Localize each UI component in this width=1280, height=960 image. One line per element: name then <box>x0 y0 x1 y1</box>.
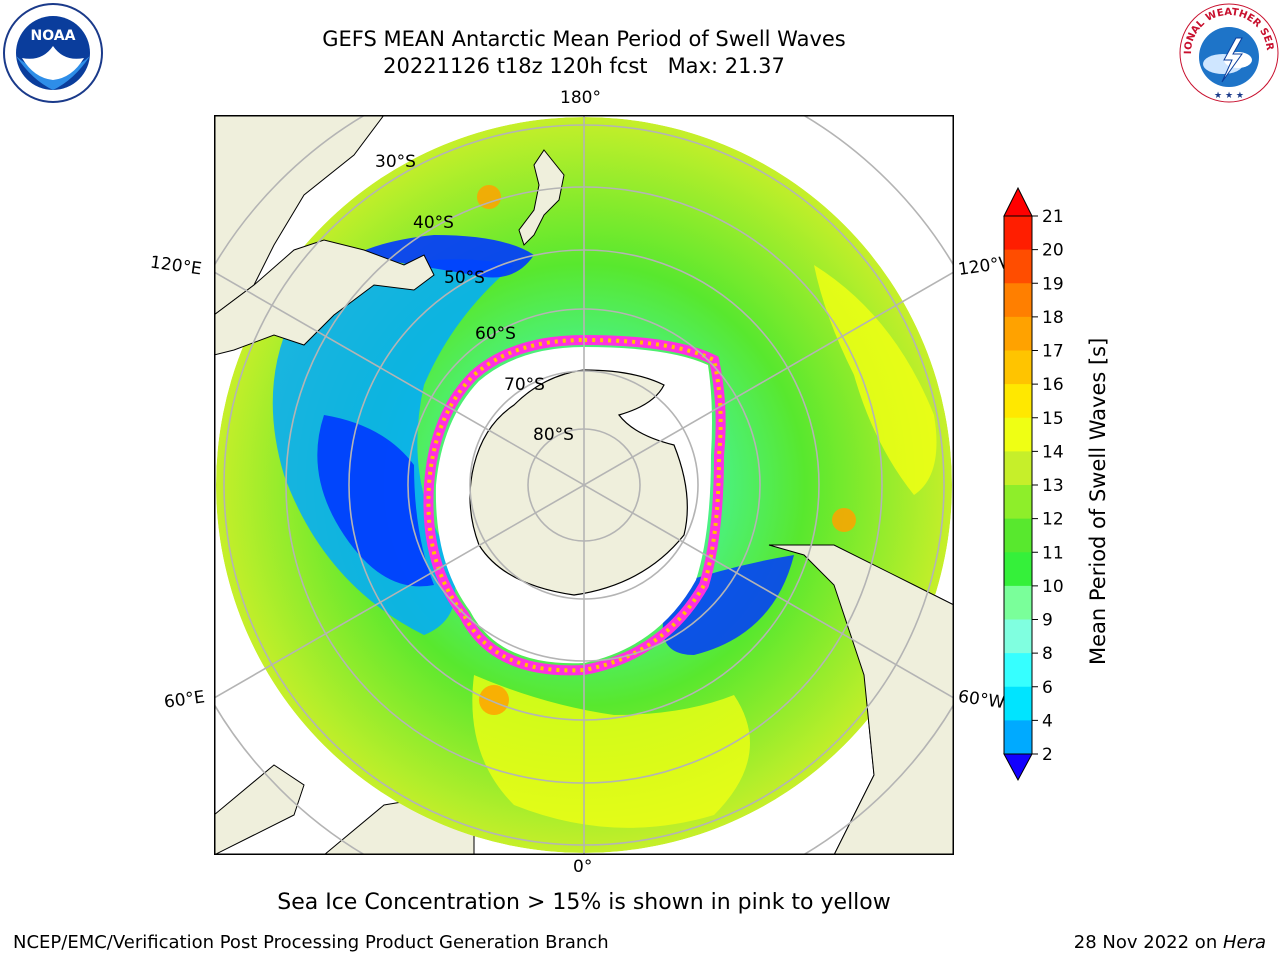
footer-date-text: 28 Nov 2022 on <box>1073 932 1223 953</box>
colorbar-tick-label: 9 <box>1042 611 1053 631</box>
colorbar-swatch <box>1004 249 1032 284</box>
colorbar-swatch <box>1004 686 1032 721</box>
polar-map <box>214 115 954 855</box>
lat-label-70s: 70°S <box>504 375 545 395</box>
lon-label-180: 180° <box>560 88 601 108</box>
colorbar-swatch <box>1004 384 1032 419</box>
colorbar-swatch <box>1004 485 1032 520</box>
footer-host: Hera <box>1222 932 1266 953</box>
colorbar-swatch <box>1004 417 1032 452</box>
colorbar-swatch <box>1004 619 1032 654</box>
chart-subtitle: 20221126 t18z 120h fcst Max: 21.37 <box>383 54 785 78</box>
colorbar-tick-label: 4 <box>1042 711 1053 731</box>
colorbar: 2 4 6 8 9 10 11 12 13 14 15 16 17 18 19 20 21 <box>1003 186 1064 782</box>
south-america <box>768 544 954 855</box>
new-zealand <box>518 149 565 246</box>
colorbar-swatch <box>1004 316 1032 351</box>
lon-label-120e: 120°E <box>148 252 203 280</box>
lon-label-0: 0° <box>573 857 593 877</box>
chart-title: GEFS MEAN Antarctic Mean Period of Swell… <box>322 27 846 51</box>
colorbar-label: Mean Period of Swell Waves [s] <box>1086 337 1110 665</box>
colorbar-swatch <box>1004 653 1032 688</box>
nws-logo: NATIONAL WEATHER SERVICE ★ ★ ★ <box>1178 2 1279 103</box>
map-border <box>214 115 954 855</box>
svg-text:★ ★ ★: ★ ★ ★ <box>1214 91 1244 101</box>
colorbar-swatch <box>1004 216 1032 251</box>
colorbar-tick-label: 14 <box>1042 442 1064 462</box>
lat-label-60s: 60°S <box>475 324 516 344</box>
colorbar-tick-label: 2 <box>1042 745 1053 765</box>
colorbar-tick-label: 19 <box>1042 274 1064 294</box>
colorbar-tick-label: 15 <box>1042 409 1064 429</box>
colorbar-swatch <box>1004 720 1032 755</box>
noaa-logo-text: NOAA <box>31 28 76 44</box>
sea-ice-note: Sea Ice Concentration > 15% is shown in … <box>277 890 891 915</box>
lon-label-60e: 60°E <box>162 687 207 713</box>
colorbar-tick-label: 12 <box>1042 510 1064 530</box>
colorbar-tick-label: 18 <box>1042 308 1064 328</box>
lat-label-80s: 80°S <box>533 425 574 445</box>
colorbar-tick-label: 20 <box>1042 241 1064 261</box>
colorbar-tick-label: 17 <box>1042 342 1064 362</box>
noaa-logo: NOAA <box>3 3 103 103</box>
colorbar-swatch <box>1004 283 1032 318</box>
colorbar-tick-label: 21 <box>1042 207 1064 227</box>
footer-date: 28 Nov 2022 on Hera <box>1074 932 1266 953</box>
colorbar-tick-label: 10 <box>1042 577 1064 597</box>
colorbar-swatch <box>1004 350 1032 385</box>
colorbar-max-arrow <box>1003 186 1033 217</box>
colorbar-tick-label: 11 <box>1042 543 1064 563</box>
colorbar-tick-label: 8 <box>1042 644 1053 664</box>
colorbar-min-arrow <box>1003 753 1033 782</box>
lat-label-50s: 50°S <box>444 268 485 288</box>
lat-label-30s: 30°S <box>375 152 416 172</box>
colorbar-swatch <box>1004 585 1032 620</box>
colorbar-tick-label: 13 <box>1042 476 1064 496</box>
footer-credit: NCEP/EMC/Verification Post Processing Pr… <box>13 932 609 953</box>
colorbar-tick-label: 6 <box>1042 678 1053 698</box>
colorbar-tick-label: 16 <box>1042 375 1064 395</box>
colorbar-swatch <box>1004 451 1032 486</box>
colorbar-swatch <box>1004 552 1032 587</box>
graticule <box>214 115 954 855</box>
colorbar-swatch <box>1004 518 1032 553</box>
lat-label-40s: 40°S <box>413 213 454 233</box>
